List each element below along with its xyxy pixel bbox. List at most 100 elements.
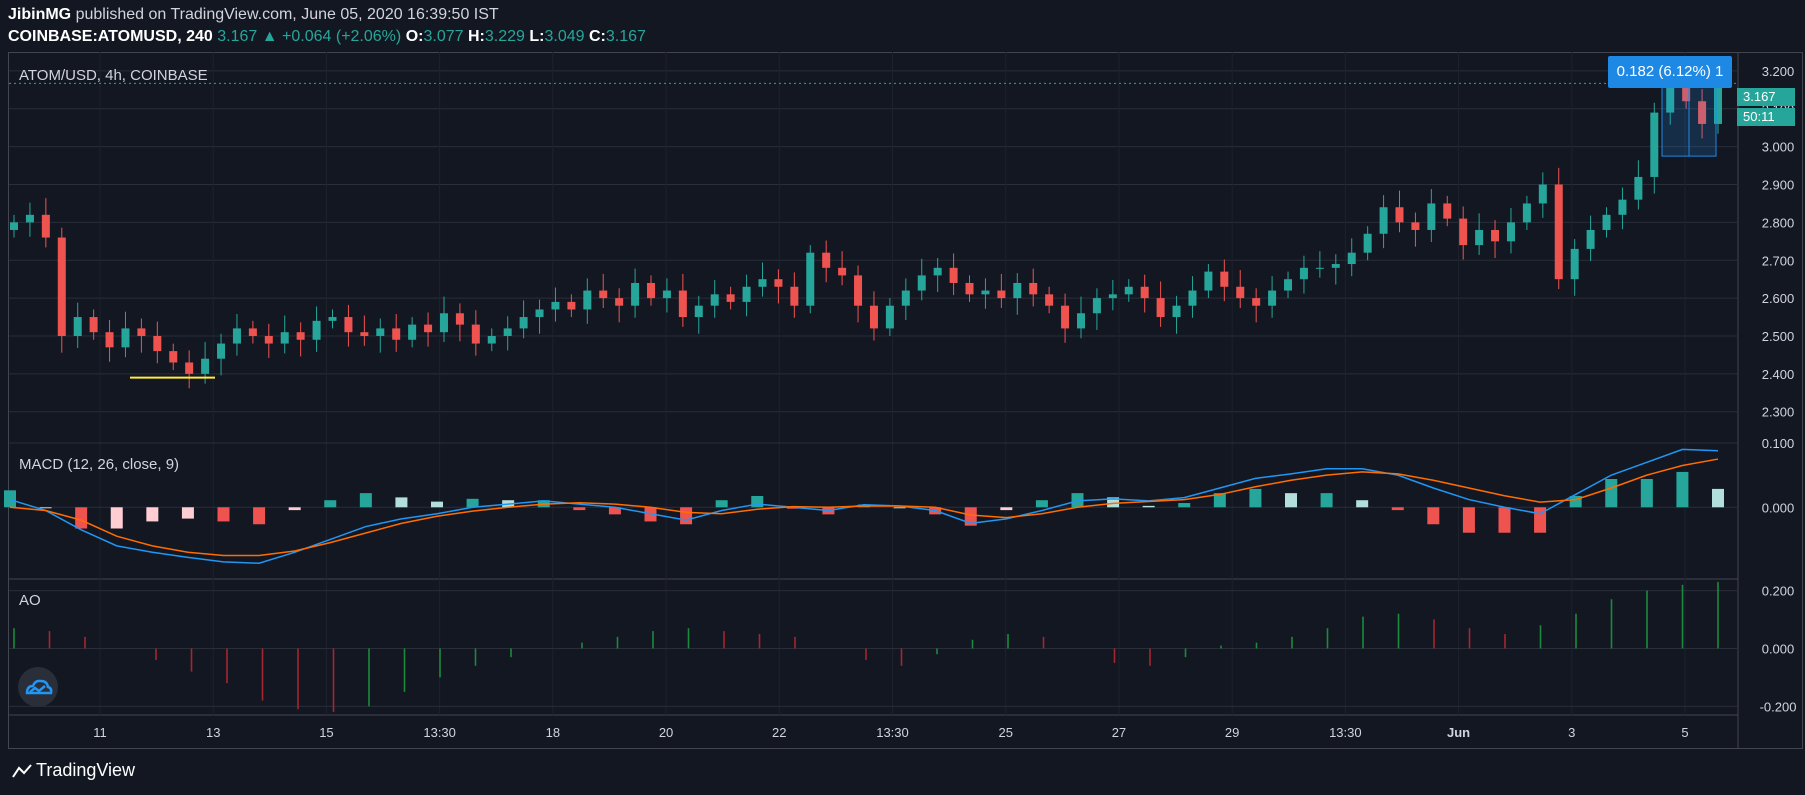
tradingview-cloud-icon[interactable] — [18, 667, 58, 707]
candle-body — [1347, 252, 1356, 265]
macd-histogram-bar — [1142, 505, 1155, 508]
candle-body — [10, 222, 18, 230]
price-pane-title: ATOM/USD, 4h, COINBASE — [19, 67, 208, 84]
candle-body — [487, 335, 496, 344]
ao-axis-label: 0.200 — [1762, 584, 1795, 599]
candle-body — [137, 328, 146, 336]
high-value: 3.229 — [484, 28, 525, 45]
low-value: 3.049 — [544, 28, 585, 45]
macd-histogram-bar — [324, 500, 337, 508]
candle-body — [1331, 264, 1340, 268]
macd-histogram-bar — [1000, 507, 1013, 511]
time-axis-label: 27 — [1112, 725, 1126, 740]
candle-body — [519, 317, 528, 329]
time-axis-label: 25 — [998, 725, 1012, 740]
time-axis-label: 22 — [772, 725, 786, 740]
candle-body — [981, 290, 990, 295]
candle-body — [615, 298, 624, 306]
candle-body — [1013, 282, 1022, 299]
candle-body — [726, 294, 735, 302]
candle-body — [1475, 229, 1484, 246]
candle-body — [169, 351, 178, 363]
candle-body — [1076, 313, 1085, 329]
candle-body — [790, 286, 799, 306]
time-axis-label: 13:30 — [1329, 725, 1362, 740]
candle-body — [710, 294, 719, 306]
brand-name: TradingView — [36, 760, 136, 780]
candle-body — [1522, 203, 1531, 223]
candle-body — [583, 290, 592, 310]
chart-frame — [8, 52, 1803, 749]
candle-body — [933, 267, 942, 276]
macd-histogram-bar — [217, 507, 230, 522]
candle-body — [949, 267, 958, 283]
macd-histogram-bar — [1605, 479, 1618, 508]
candle-body — [1252, 298, 1261, 306]
candle-body — [1459, 218, 1468, 246]
macd-histogram-bar — [1462, 507, 1475, 533]
measure-tooltip: 0.182 (6.12%) 1 — [1608, 56, 1732, 88]
macd-line — [9, 448, 1719, 564]
macd-histogram-bar — [1391, 507, 1404, 511]
candle-body — [296, 332, 305, 340]
candle-body — [1634, 176, 1643, 200]
candle-body — [1395, 207, 1404, 223]
candle-body — [1029, 282, 1038, 295]
bar-countdown-tag: 50:11 — [1737, 108, 1795, 126]
macd-histogram-bar — [395, 497, 408, 508]
macd-histogram-bar — [751, 495, 764, 508]
candle-body — [1315, 267, 1324, 269]
macd-histogram-bar — [1107, 497, 1120, 508]
high-label: H: — [467, 28, 485, 45]
current-price-tag: 3.167 — [1737, 88, 1795, 106]
candle-body — [1379, 207, 1388, 234]
time-axis-label: 20 — [659, 725, 673, 740]
price-axis-label: 2.300 — [1762, 405, 1795, 420]
price-axis-label: 2.900 — [1762, 178, 1795, 193]
candle-body — [439, 313, 448, 333]
candle-body — [885, 305, 894, 329]
symbol-info: COINBASE:ATOMUSD, 240 3.167 ▲ +0.064 (+2… — [8, 28, 646, 46]
symbol-name[interactable]: COINBASE:ATOMUSD, 240 — [8, 28, 213, 45]
publish-text: published on TradingView.com, June 05, 2… — [75, 6, 499, 23]
candle-body — [185, 362, 194, 374]
candle-body — [1188, 290, 1197, 306]
candle-body — [201, 358, 210, 374]
candle-body — [1411, 222, 1420, 230]
close-label: C: — [588, 28, 606, 45]
macd-histogram-bar — [573, 507, 586, 511]
macd-histogram-bar — [1320, 493, 1333, 508]
candle-body — [774, 279, 783, 287]
time-axis-label: 29 — [1225, 725, 1239, 740]
brand-footer[interactable]: TradingView — [12, 760, 135, 781]
macd-axis-label: 0.000 — [1762, 500, 1795, 515]
macd-histogram-bar — [1676, 471, 1689, 508]
macd-histogram-bar — [1712, 488, 1724, 508]
candle-body — [217, 343, 226, 359]
candle-body — [1491, 229, 1500, 242]
macd-histogram-bar — [1569, 495, 1582, 508]
candle-body — [806, 252, 815, 306]
candle-body — [503, 328, 512, 336]
candle-body — [869, 305, 878, 329]
time-axis-label: 5 — [1681, 725, 1688, 740]
macd-histogram-bar — [964, 507, 977, 526]
price-axis-label: 2.600 — [1762, 291, 1795, 306]
candle-body — [854, 275, 863, 306]
macd-histogram-bar — [1249, 488, 1262, 508]
candle-body — [57, 237, 66, 336]
candle-body — [535, 309, 544, 318]
candle-body — [647, 282, 656, 299]
price-axis-label: 2.500 — [1762, 329, 1795, 344]
price-axis-label: 2.400 — [1762, 367, 1795, 382]
author-name[interactable]: JibinMG — [8, 6, 72, 23]
candle-body — [1506, 222, 1515, 242]
macd-histogram-bar — [253, 507, 266, 525]
candle-body — [694, 305, 703, 318]
candle-body — [1236, 286, 1245, 299]
tradingview-logo-icon — [12, 764, 32, 778]
macd-histogram-bar — [288, 507, 301, 511]
candle-body — [1268, 290, 1277, 306]
publish-info: JibinMG published on TradingView.com, Ju… — [8, 6, 499, 24]
